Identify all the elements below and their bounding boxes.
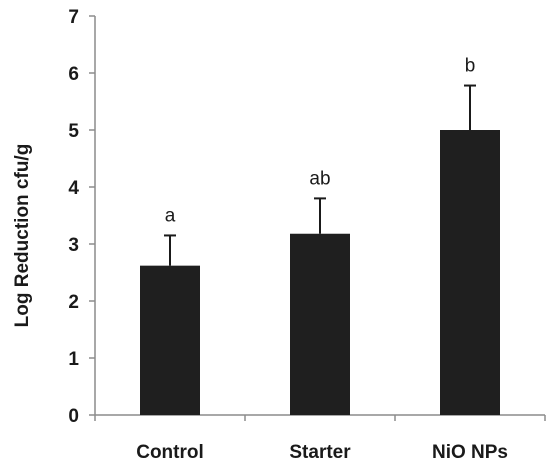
bars bbox=[140, 130, 500, 415]
y-tick-label: 7 bbox=[68, 7, 79, 28]
bar bbox=[440, 130, 500, 415]
y-tick-label: 1 bbox=[68, 349, 79, 370]
error-bars bbox=[164, 84, 476, 266]
y-tick-label: 4 bbox=[68, 178, 79, 199]
y-axis-label: Log Reduction cfu/g bbox=[12, 144, 33, 328]
y-tick-label: 6 bbox=[68, 64, 79, 85]
x-tick-label: NiO NPs bbox=[432, 442, 508, 463]
y-tick-label: 2 bbox=[68, 292, 79, 313]
x-tick-label: Control bbox=[136, 442, 204, 463]
bar bbox=[140, 265, 200, 415]
significance-label: ab bbox=[309, 168, 330, 189]
significance-label: a bbox=[165, 205, 176, 226]
bar bbox=[290, 233, 350, 415]
significance-labels: a ab b bbox=[165, 56, 476, 227]
y-tick-label: 3 bbox=[68, 235, 79, 256]
y-tick-label: 0 bbox=[68, 406, 79, 427]
x-tick-labels: Control Starter NiO NPs bbox=[136, 442, 508, 463]
y-tick-label: 5 bbox=[68, 121, 79, 142]
x-tick-label: Starter bbox=[289, 442, 351, 463]
significance-label: b bbox=[465, 56, 476, 77]
y-tick-labels: 0 1 2 3 4 5 6 7 bbox=[68, 7, 79, 427]
